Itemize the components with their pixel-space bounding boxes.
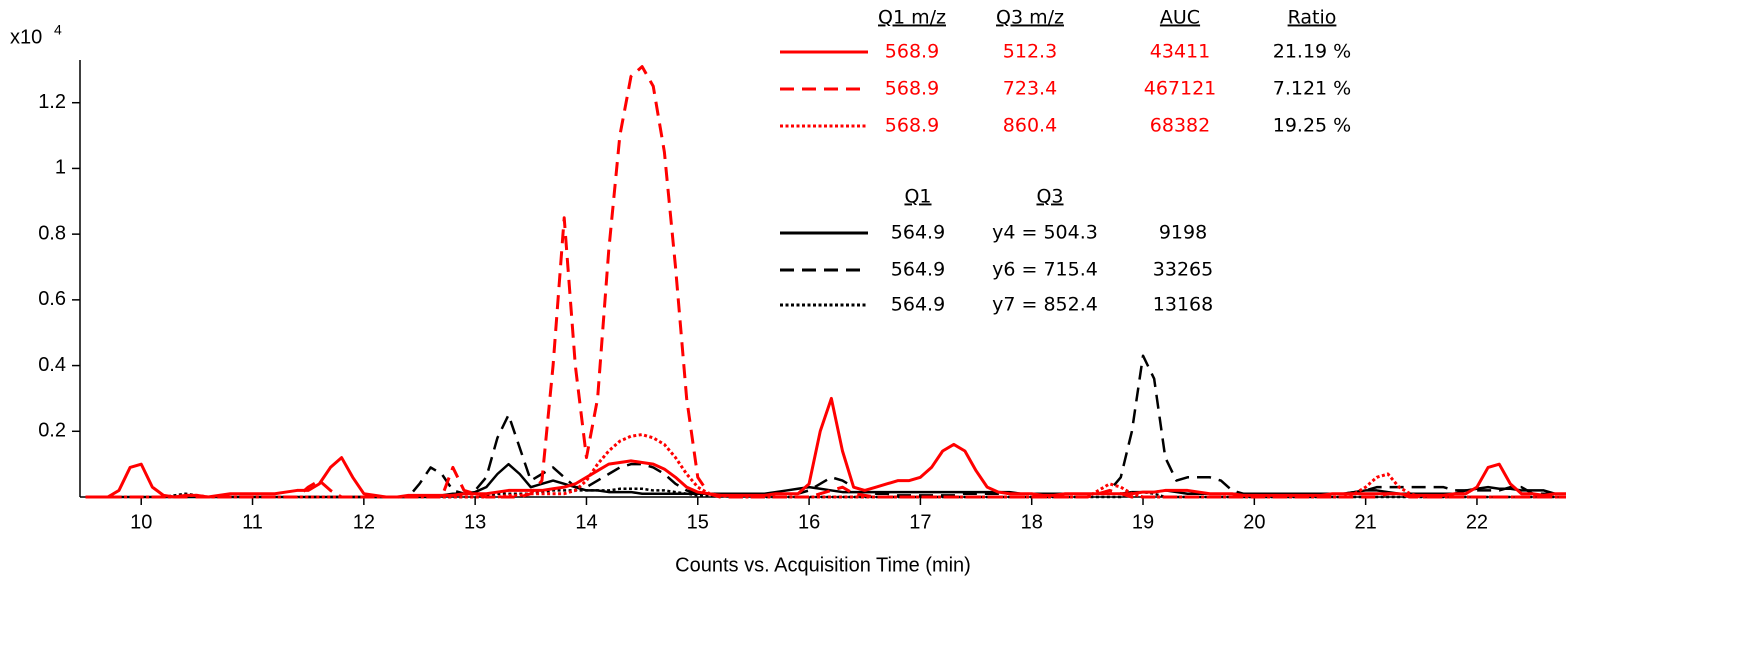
- legend-header: Q1 m/z: [878, 7, 946, 29]
- x-tick-label: 18: [1021, 511, 1043, 533]
- legend-cell: y7 = 852.4: [992, 294, 1098, 316]
- x-tick-label: 16: [798, 511, 820, 533]
- x-tick-label: 19: [1132, 511, 1154, 533]
- legend-cell: 564.9: [891, 222, 945, 244]
- x-tick-label: 21: [1355, 511, 1377, 533]
- legend-header: Q3: [1036, 186, 1063, 208]
- legend-header: AUC: [1160, 7, 1200, 29]
- y-tick-label: 1: [55, 157, 66, 179]
- x-tick-label: 20: [1243, 511, 1265, 533]
- legend-cell: 13168: [1153, 294, 1213, 316]
- legend-cell: 568.9: [885, 41, 939, 63]
- legend-cell: 43411: [1150, 41, 1210, 63]
- x-tick-label: 17: [909, 511, 931, 533]
- legend-cell: 512.3: [1003, 41, 1057, 63]
- legend-cell: 568.9: [885, 78, 939, 100]
- series-line: [85, 396, 1566, 499]
- x-tick-label: 22: [1466, 511, 1488, 533]
- legend-cell: 860.4: [1003, 115, 1057, 137]
- x-axis-label: Counts vs. Acquisition Time (min): [675, 554, 971, 576]
- x-tick-label: 14: [575, 511, 597, 533]
- y-tick-label: 1.2: [38, 91, 66, 113]
- series-line: [85, 433, 1566, 499]
- y-tick-label: 0.8: [38, 222, 66, 244]
- y-tick-label: 0.2: [38, 420, 66, 442]
- series-line: [85, 354, 1566, 499]
- legend-cell: y4 = 504.3: [992, 222, 1098, 244]
- legend-cell: 19.25 %: [1273, 115, 1352, 137]
- y-multiplier: x10: [10, 26, 42, 48]
- legend-cell: 33265: [1153, 259, 1213, 281]
- y-tick-label: 0.6: [38, 288, 66, 310]
- y-multiplier-exponent: 4: [54, 22, 62, 38]
- y-tick-label: 0.4: [38, 354, 66, 376]
- x-tick-label: 10: [130, 511, 152, 533]
- legend-cell: 467121: [1144, 78, 1217, 100]
- legend-header: Q3 m/z: [996, 7, 1064, 29]
- legend-cell: 723.4: [1003, 78, 1057, 100]
- legend-header: Q1: [904, 186, 931, 208]
- legend-cell: y6 = 715.4: [992, 259, 1098, 281]
- x-tick-label: 12: [353, 511, 375, 533]
- legend-cell: 9198: [1159, 222, 1207, 244]
- legend-cell: 568.9: [885, 115, 939, 137]
- x-tick-label: 15: [687, 511, 709, 533]
- legend-header: Ratio: [1288, 7, 1337, 29]
- legend-cell: 21.19 %: [1273, 41, 1352, 63]
- x-tick-label: 13: [464, 511, 486, 533]
- legend-cell: 564.9: [891, 259, 945, 281]
- legend-cell: 68382: [1150, 115, 1210, 137]
- x-tick-label: 11: [242, 511, 263, 533]
- legend-cell: 564.9: [891, 294, 945, 316]
- legend-cell: 7.121 %: [1273, 78, 1352, 100]
